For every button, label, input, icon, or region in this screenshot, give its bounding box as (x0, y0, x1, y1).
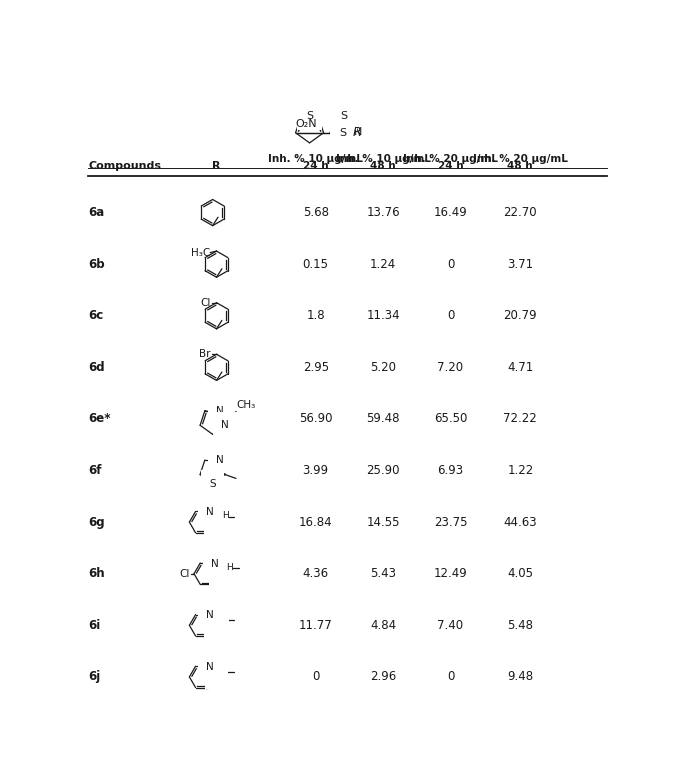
Text: 1.24: 1.24 (370, 257, 396, 271)
Text: Compounds: Compounds (89, 161, 161, 172)
Text: 13.76: 13.76 (366, 206, 400, 219)
Text: S: S (339, 128, 346, 138)
Text: 1.22: 1.22 (507, 464, 534, 477)
Text: N: N (354, 127, 362, 137)
Text: H₃C: H₃C (191, 247, 210, 257)
Text: N: N (217, 568, 225, 578)
Text: S: S (213, 671, 220, 681)
Text: 2.95: 2.95 (302, 361, 329, 374)
Text: 3.71: 3.71 (507, 257, 534, 271)
Text: N: N (340, 137, 348, 147)
Text: 0: 0 (447, 670, 454, 683)
Text: 16.49: 16.49 (434, 206, 467, 219)
Text: 11.77: 11.77 (299, 619, 333, 632)
Text: 65.50: 65.50 (434, 413, 467, 425)
Text: H: H (226, 563, 233, 572)
Text: Inh. % 20 μg/mL: Inh. % 20 μg/mL (403, 154, 498, 164)
Text: 6c: 6c (89, 309, 104, 322)
Text: 22.70: 22.70 (504, 206, 537, 219)
Text: Cl: Cl (200, 298, 210, 307)
Text: Inh. % 10 μg/mL: Inh. % 10 μg/mL (336, 154, 431, 164)
Text: 0: 0 (447, 257, 454, 271)
Text: 5.20: 5.20 (370, 361, 396, 374)
Text: CH₃: CH₃ (237, 400, 256, 410)
Text: 6i: 6i (89, 619, 101, 632)
Text: N: N (213, 516, 220, 526)
Text: Cl: Cl (179, 569, 189, 579)
Text: 6g: 6g (89, 516, 105, 529)
Text: O: O (212, 619, 220, 629)
Text: 7.20: 7.20 (437, 361, 464, 374)
Text: 11.34: 11.34 (366, 309, 400, 322)
Text: 6h: 6h (89, 567, 105, 580)
Text: 16.84: 16.84 (299, 516, 332, 529)
Text: 0: 0 (312, 670, 319, 683)
Text: 72.22: 72.22 (504, 413, 537, 425)
Text: 12.49: 12.49 (434, 567, 467, 580)
Text: 4.71: 4.71 (507, 361, 534, 374)
Text: N: N (211, 558, 219, 569)
Text: 24 h: 24 h (303, 161, 329, 172)
Text: 0: 0 (447, 309, 454, 322)
Text: Br: Br (199, 349, 210, 360)
Text: 5.48: 5.48 (507, 619, 534, 632)
Text: S: S (306, 112, 313, 122)
Text: 3.99: 3.99 (302, 464, 329, 477)
Text: S: S (340, 112, 348, 122)
Text: O₂N: O₂N (295, 119, 317, 129)
Text: Inh. % 20 μg/mL: Inh. % 20 μg/mL (473, 154, 567, 164)
Text: 6b: 6b (89, 257, 105, 271)
Text: 5.43: 5.43 (370, 567, 396, 580)
Text: 6e*: 6e* (89, 413, 111, 425)
Text: 4.05: 4.05 (507, 567, 534, 580)
Text: 14.55: 14.55 (366, 516, 400, 529)
Text: R: R (212, 161, 221, 172)
Text: 7.40: 7.40 (437, 619, 464, 632)
Text: 44.63: 44.63 (504, 516, 537, 529)
Text: 6j: 6j (89, 670, 101, 683)
Text: 6f: 6f (89, 464, 102, 477)
Text: 48 h: 48 h (508, 161, 533, 172)
Text: 20.79: 20.79 (504, 309, 537, 322)
Text: 6a: 6a (89, 206, 105, 219)
Text: N: N (206, 662, 214, 672)
Text: 4.84: 4.84 (370, 619, 396, 632)
Text: 1.8: 1.8 (306, 309, 325, 322)
Text: N: N (221, 420, 229, 431)
Text: N: N (206, 507, 214, 517)
Text: 4.36: 4.36 (302, 567, 329, 580)
Text: 24 h: 24 h (438, 161, 463, 172)
Text: 5.68: 5.68 (302, 206, 329, 219)
Text: 23.75: 23.75 (434, 516, 467, 529)
Text: N: N (206, 611, 214, 620)
Text: N: N (216, 406, 224, 416)
Text: 6.93: 6.93 (437, 464, 464, 477)
Text: 56.90: 56.90 (299, 413, 332, 425)
Text: Inh. % 10 μg/mL: Inh. % 10 μg/mL (268, 154, 363, 164)
Text: 0.15: 0.15 (302, 257, 329, 271)
Text: 6d: 6d (89, 361, 105, 374)
Text: 25.90: 25.90 (366, 464, 400, 477)
Text: H: H (222, 512, 228, 520)
Text: 59.48: 59.48 (366, 413, 400, 425)
Text: 9.48: 9.48 (507, 670, 534, 683)
Text: 2.96: 2.96 (370, 670, 396, 683)
Text: R: R (353, 126, 361, 140)
Text: N: N (216, 455, 224, 465)
Text: S: S (210, 479, 216, 488)
Text: 48 h: 48 h (370, 161, 396, 172)
